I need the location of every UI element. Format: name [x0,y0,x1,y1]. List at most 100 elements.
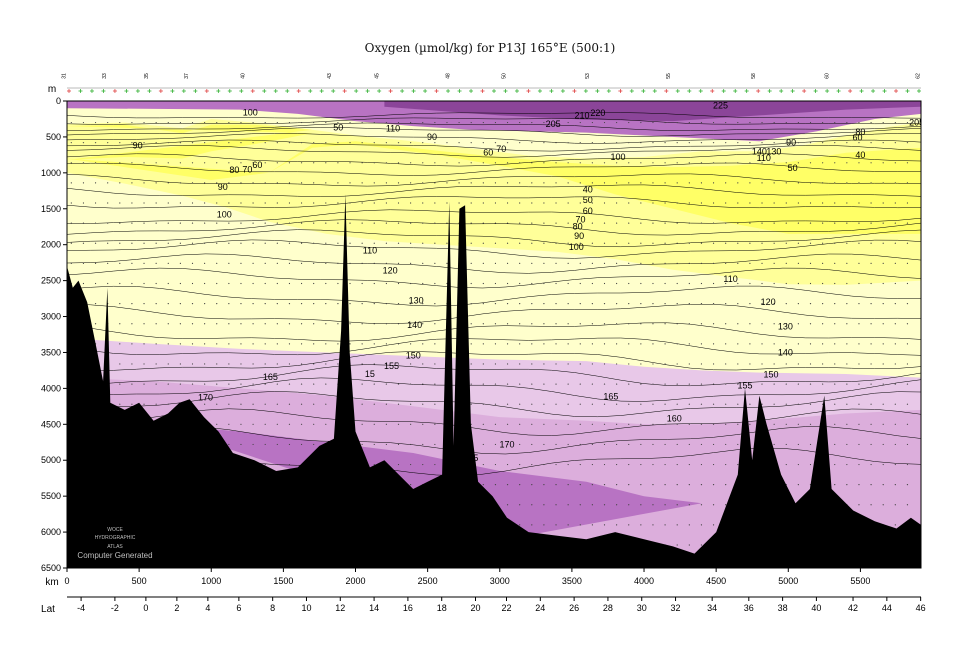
sample-point [664,162,666,164]
sample-point [155,282,157,285]
sample-point [494,303,497,305]
contour-line [67,112,921,119]
sample-point [664,121,666,124]
sample-point [397,423,400,425]
sample-point [519,504,521,506]
sample-point [688,303,690,305]
latitude-tick-label: 12 [335,603,345,613]
sample-point [700,142,703,144]
sample-point [264,142,266,144]
sample-point [567,222,569,224]
sample-point [906,303,909,305]
sample-point [519,282,521,285]
sample-point [712,383,715,385]
sample-point [373,323,375,325]
contour-line [67,173,921,187]
sample-point [664,443,666,446]
sample-point [131,262,133,264]
sample-point [555,323,557,325]
sample-point [761,262,763,264]
sample-point [797,484,799,486]
sample-point [385,363,387,365]
sample-point [906,202,909,204]
sample-point [300,162,303,164]
sample-point [676,202,678,204]
sample-point [822,262,824,264]
sample-point [397,142,400,144]
sample-point [822,282,824,285]
sample-point [688,202,690,204]
sample-point [676,323,678,325]
station-marker [790,89,795,93]
sample-point [325,323,327,325]
sample-point [603,524,606,526]
sample-point [882,162,884,164]
sample-point [725,363,727,365]
sample-point [567,182,569,184]
sample-point [470,343,472,345]
sample-point [652,282,654,285]
sample-point [494,142,497,144]
contour-lines [67,112,921,476]
sample-point [531,262,533,264]
sample-point [494,242,497,244]
sample-point [506,162,509,164]
sample-point [482,463,484,466]
station-label: 37 [184,73,190,79]
sample-point [870,242,872,244]
station-marker [537,89,542,93]
station-label: 35 [144,73,150,79]
sample-point [603,443,606,446]
sample-point [882,323,884,325]
sample-point [385,282,387,285]
sample-point [167,343,169,345]
sample-point [846,343,848,345]
sample-point [531,323,533,325]
sample-point [506,504,509,506]
sample-point [543,463,545,466]
sample-point [276,303,278,305]
sample-point [797,303,799,305]
sample-point [846,443,848,446]
sample-point [288,323,291,325]
sample-point [688,222,690,224]
sample-point [385,142,387,144]
sample-point [482,222,484,224]
sample-point [179,121,181,124]
sample-point [640,202,642,204]
sample-point [567,383,569,385]
sample-point [167,303,169,305]
sample-point [676,443,678,446]
sample-point [204,182,206,184]
sample-point [797,162,799,164]
sample-point [591,162,593,164]
sample-point [300,282,303,285]
sample-point [325,162,327,164]
sample-point [712,524,715,526]
sample-point [240,443,242,446]
sample-point [519,202,521,204]
sample-point [276,142,278,144]
sample-point [882,282,884,285]
sample-point [434,403,436,405]
sample-point [276,182,278,184]
sample-point [82,142,85,144]
sample-point [506,121,509,124]
sample-point [228,323,230,325]
contour-label: 210 [574,110,589,120]
station-marker [825,89,830,93]
sample-point [664,323,666,325]
sample-point [252,423,254,425]
sample-point [773,121,775,124]
sample-point [434,363,436,365]
sample-point [555,343,557,345]
sample-point [325,142,327,144]
sample-point [894,363,896,365]
sample-point [300,443,303,446]
sample-point [809,343,812,345]
sample-point [652,484,654,486]
sample-point [216,303,218,305]
sample-point [167,121,169,124]
sample-point [434,262,436,264]
sample-point [834,323,836,325]
